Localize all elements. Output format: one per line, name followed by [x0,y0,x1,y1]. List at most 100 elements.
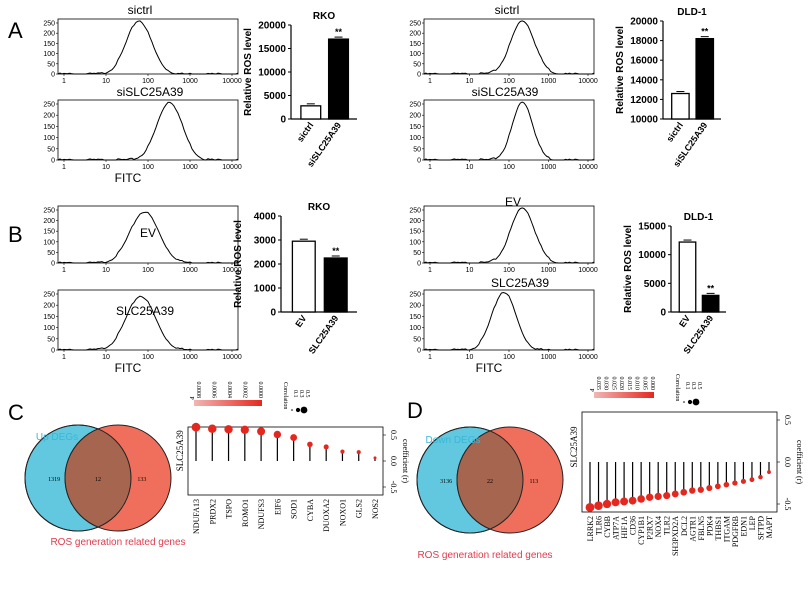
hist-a-rko-sictrl-ytick-label: 50 [47,61,55,68]
hist-a-rko-si-xlabel: FITC [115,171,142,185]
hist-a-rko-sictrl-xtick-label: 10000 [222,78,242,85]
lollipop-d-gene-9: TLR2 [663,516,672,535]
hist-a-dld-si-curve [423,101,595,161]
bar-a-dld1-bar-0 [671,92,690,120]
hist-b-rko-ev-ytick-label: 0 [51,261,55,268]
lollipop-d-gene-4: HIF1A [620,516,629,539]
hist-b-dld-ev-label: EV [505,195,521,209]
hist-a-rko-si-xtick-label: 10 [102,164,110,171]
lollipop-d-legend-p-tick: 0.010 [634,377,640,391]
hist-a-rko-sictrl-ytick-label: 150 [43,41,55,48]
venn-d-left-outline [416,426,524,534]
venn-c-overlap-count: 12 [95,477,101,483]
lollipop-c-gene-4: NDUFS3 [257,499,266,529]
lollipop-d-legend-p-tick: 0.030 [603,377,609,391]
hist-b-rko-slc-curve [57,295,239,351]
hist-b-dld-slc-ytick-label: 250 [409,292,421,299]
bar-a-rko-significance: ** [335,27,343,37]
lollipop-d-point-20 [758,474,763,480]
bar-b-rko-xcat-0: EV [293,313,308,329]
lollipop-c-legend-p-tick: 0.0004 [226,382,232,399]
hist-a-rko-sictrl-frame [57,18,239,75]
hist-a-dld-si-xtick-label: 10000 [578,164,598,171]
bar-a-rko-ytick-label: 10000 [258,68,286,79]
venn-c-right-count: 133 [137,477,146,483]
venn-d-left-count: 3136 [440,479,452,485]
hist-a-dld-si-xtick-label: 100 [503,164,515,171]
hist-b-dld-slc-ytick-label: 100 [409,325,421,332]
hist-a-rko-si-frame [57,99,239,161]
hist-a-rko-sictrl-ytick-label: 250 [43,21,55,28]
hist-a-rko-si-ytick-label: 0 [51,158,55,165]
bar-b-rko-title: RKO [308,202,330,213]
hist-a-dld-sictrl-xtick-label: 100 [503,78,515,85]
hist-b-rko-slc-ytick-label: 0 [51,348,55,355]
lollipop-d-gene-16: ITGAM [722,516,731,542]
hist-b-dld-slc-label: SLC25A39 [491,276,549,290]
lollipop-c-legend-size-tick: 0.3 [298,390,304,398]
lollipop-c-gene-3: ROMO1 [241,499,250,527]
hist-a-dld-si-ytick-label: 200 [409,113,421,120]
lollipop-d-legend-size-tick: 0.1 [684,382,690,390]
hist-b-dld-ev-ytick-label: 0 [417,261,421,268]
hist-a-dld-si-xtick-label: 1 [428,164,432,171]
hist-b-rko-ev-ytick-label: 150 [43,229,55,236]
lollipop-c-gene-11: NOS2 [371,499,380,519]
lollipop-c-legend-size-title: Correlation [282,382,288,409]
bar-a-dld1-ytick-label: 16000 [630,56,658,67]
hist-b-rko-slc-ytick-label: 150 [43,314,55,321]
bar-b-rko-ylabel: Relative ROS level [233,220,244,308]
hist-b-rko-slc-xlabel: FITC [115,361,142,375]
hist-b-dld-ev-curve [423,207,595,264]
hist-b-dld-ev-ytick-label: 250 [409,208,421,215]
lollipop-c-gene-1: PRDX2 [208,499,217,524]
lollipop-c-legend-size-dot-0 [291,409,293,411]
venn-c-overlap [64,425,131,531]
lollipop-d-frame [581,411,778,513]
lollipop-d-point-18 [740,478,746,484]
hist-a-rko-si-ytick-label: 150 [43,124,55,131]
hist-b-dld-ev-ytick-label: 50 [413,250,421,257]
lollipop-c-point-6 [290,434,298,442]
hist-a-dld-sictrl-curve [423,20,595,75]
lollipop-c-gene-0: NDUFA13 [192,499,201,534]
lollipop-d-legend-p-tick: 0.025 [610,377,616,391]
panel-letter-d: D [407,398,423,423]
hist-a-dld-si-ytick-label: 100 [409,135,421,142]
lollipop-c-point-11 [373,456,377,460]
lollipop-c-point-3 [240,425,249,434]
hist-a-dld-sictrl-xtick-label: 10000 [578,78,598,85]
hist-b-dld-slc-ytick-label: 50 [413,336,421,343]
bar-b-rko-ytick-label: 4000 [254,212,277,223]
lollipop-c-gene-7: CYBA [306,499,315,521]
hist-b-dld-ev-xtick-label: 10000 [578,267,598,274]
lollipop-d-gene-8: NOX4 [654,516,663,537]
bar-b-dld1-xcat-0: EV [677,313,692,329]
hist-b-dld-ev-ytick-label: 200 [409,218,421,225]
lollipop-c-legend-size-tick: 0.1 [292,390,298,398]
hist-a-dld-si-ytick-label: 250 [409,102,421,109]
lollipop-d-point-6 [637,495,645,503]
bar-b-rko-bar-0 [291,240,316,313]
bar-a-rko-ytick-label: 15000 [258,44,286,55]
lollipop-d-gene-15: THBS1 [714,516,723,540]
bar-a-dld1-ylabel: Relative ROS level [615,26,626,114]
lollipop-d-gene-11: DCL2 [680,516,689,536]
hist-b-dld-ev-xtick-label: 1 [428,267,432,274]
lollipop-d-gene-18: EDN1 [739,516,748,536]
lollipop-d-legend-p-tick: 0.020 [618,377,624,391]
lollipop-d-legend-size-title: Correlation [674,374,680,401]
hist-b-rko-ev-xtick-label: 10 [102,267,110,274]
lollipop-d-legend-size-dot-0 [683,401,685,403]
hist-b-dld-ev-xtick-label: 1000 [541,267,557,274]
hist-b-dld-ev-xtick-label: 100 [503,267,515,274]
lollipop-c-y2label: coefficient (r) [401,439,410,483]
panel-letter-c: C [8,400,24,425]
hist-a-dld-sictrl-ytick-label: 150 [409,41,421,48]
lollipop-c-point-4 [257,427,266,436]
bar-a-rko-bar-1 [327,38,350,120]
lollipop-c-gene-8: DUOXA2 [322,499,331,532]
bar-a-dld1-xcat-0: sictrl [665,120,686,143]
hist-a-rko-sictrl-xtick-label: 1 [62,78,66,85]
lollipop-c-ylabel: SLC25A39 [175,430,185,472]
